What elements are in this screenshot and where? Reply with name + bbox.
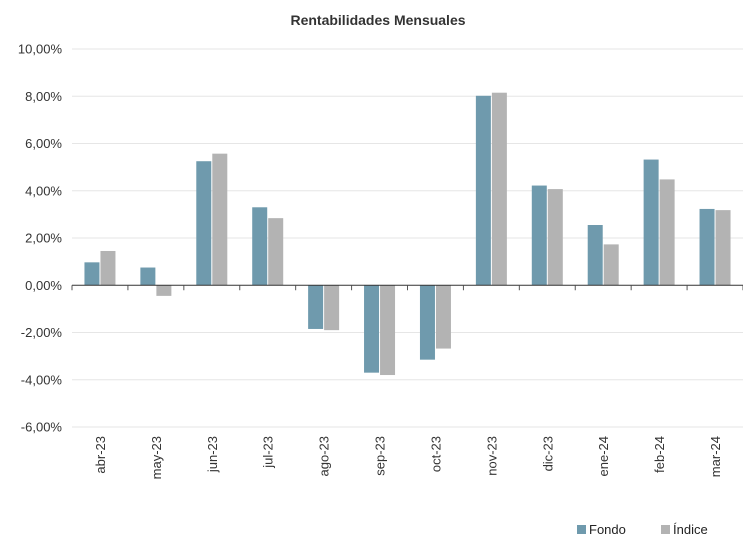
bars <box>84 92 731 376</box>
bar-indice-mar-24 <box>715 210 731 286</box>
y-tick-label: 2,00% <box>25 231 62 246</box>
bar-indice-nov-23 <box>491 92 507 286</box>
x-tick-label: dic-23 <box>540 436 555 471</box>
bar-fondo-may-23 <box>140 267 156 286</box>
y-tick-label: -6,00% <box>21 420 63 435</box>
y-tick-label: 10,00% <box>18 42 63 57</box>
bar-indice-ago-23 <box>324 285 340 331</box>
y-tick-label: 4,00% <box>25 183 62 198</box>
x-tick-label: ago-23 <box>317 436 332 476</box>
bar-indice-jul-23 <box>268 218 284 286</box>
bar-indice-ene-24 <box>603 244 619 286</box>
x-tick-label: jul-23 <box>261 436 276 469</box>
bar-indice-may-23 <box>156 285 172 296</box>
gridlines <box>72 48 743 428</box>
legend-swatch-indice <box>661 525 670 534</box>
x-tick-label: feb-24 <box>652 436 667 473</box>
x-tick-label: ene-24 <box>596 436 611 476</box>
bar-fondo-mar-24 <box>699 208 715 286</box>
chart-title: Rentabilidades Mensuales <box>290 12 465 28</box>
y-tick-label: 8,00% <box>25 89 62 104</box>
bar-fondo-ago-23 <box>308 285 324 329</box>
bar-fondo-dic-23 <box>531 185 547 286</box>
legend: Fondo Índice <box>577 522 708 535</box>
bar-fondo-jul-23 <box>252 207 268 286</box>
legend-label-indice: Índice <box>673 522 708 535</box>
bar-fondo-ene-24 <box>587 225 603 286</box>
x-tick-label: mar-24 <box>708 436 723 477</box>
bar-indice-jun-23 <box>212 153 228 286</box>
bar-indice-sep-23 <box>380 285 396 376</box>
x-tick-label: oct-23 <box>428 436 443 472</box>
x-tick-label: may-23 <box>149 436 164 479</box>
y-axis-ticks: 10,00% 8,00% 6,00% 4,00% 2,00% 0,00% -2,00% -4,… <box>18 42 63 435</box>
legend-swatch-fondo <box>577 525 586 534</box>
bar-indice-feb-24 <box>659 179 675 286</box>
bar-indice-abr-23 <box>100 250 116 286</box>
x-axis-ticks: abr-23 may-23 jun-23 jul-23 ago-23 sep-23 oct-… <box>93 436 723 479</box>
bar-indice-oct-23 <box>435 285 451 349</box>
x-axis <box>71 284 743 291</box>
x-tick-label: nov-23 <box>484 436 499 476</box>
bar-fondo-oct-23 <box>419 285 435 360</box>
x-tick-label: sep-23 <box>373 436 388 476</box>
y-tick-label: -2,00% <box>21 325 63 340</box>
y-tick-label: -4,00% <box>21 372 63 387</box>
bar-fondo-sep-23 <box>364 285 380 373</box>
legend-label-fondo: Fondo <box>589 522 626 535</box>
x-tick-label: abr-23 <box>93 436 108 474</box>
bar-fondo-abr-23 <box>84 262 100 286</box>
bar-fondo-jun-23 <box>196 161 212 286</box>
x-tick-label: jun-23 <box>205 436 220 473</box>
bar-fondo-nov-23 <box>475 95 491 286</box>
y-tick-label: 6,00% <box>25 136 62 151</box>
bar-fondo-feb-24 <box>643 159 659 286</box>
y-tick-label: 0,00% <box>25 278 62 293</box>
bar-indice-dic-23 <box>547 189 563 286</box>
